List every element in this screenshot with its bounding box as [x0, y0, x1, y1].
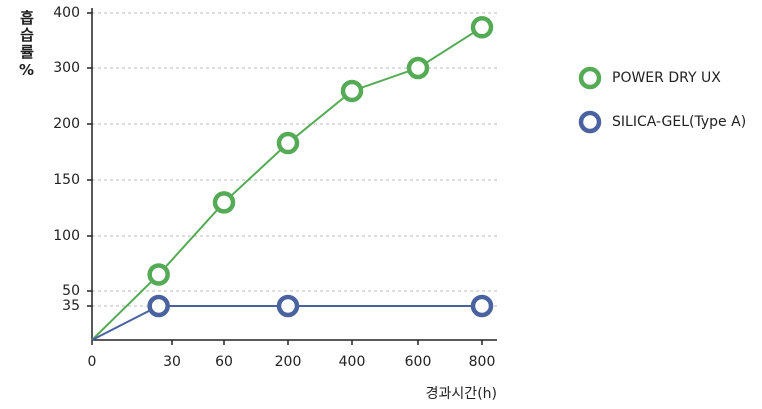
marker	[147, 294, 170, 318]
marker	[212, 191, 236, 214]
y-tick-label: 300	[53, 60, 80, 76]
x-axis-label: 경과시간(h)	[426, 386, 497, 402]
x-tick-label: 600	[405, 354, 432, 370]
y-axis-label: 흡습률%	[18, 9, 36, 81]
legend-label: POWER DRY UX	[612, 70, 721, 86]
marker	[340, 79, 364, 103]
y-tick-label: 400	[53, 5, 80, 21]
x-tick-label: 800	[469, 354, 496, 370]
y-tick-label: 150	[53, 172, 80, 188]
y-tick-label: 200	[53, 116, 80, 132]
marker	[276, 294, 300, 318]
legend-marker	[578, 110, 602, 134]
y-tick-label: 35	[62, 298, 80, 314]
x-tick-label: 30	[163, 354, 181, 370]
legend-marker	[578, 66, 602, 90]
marker	[470, 16, 494, 39]
x-tick-label: 0	[88, 354, 97, 370]
x-tick-label: 400	[339, 354, 366, 370]
y-tick-label: 50	[62, 283, 80, 299]
y-tick-label: 100	[53, 228, 80, 244]
x-tick-label: 60	[215, 354, 233, 370]
marker	[147, 263, 170, 286]
marker	[406, 56, 430, 80]
series-line	[91, 305, 482, 341]
marker	[276, 131, 300, 155]
marker	[470, 294, 494, 318]
legend-label: SILICA-GEL(Type A)	[612, 114, 746, 130]
x-tick-label: 200	[275, 354, 302, 370]
